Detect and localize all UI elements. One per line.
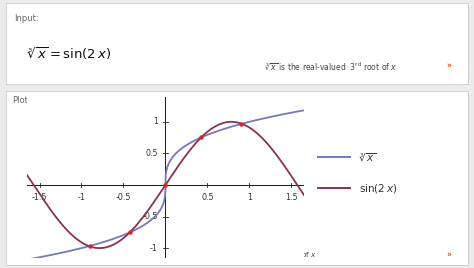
Text: Input:: Input: [15,14,39,23]
Text: $\sqrt[n]{x}$ is the real-valued  $n^{\mathrm{th}}$ root of $x$: $\sqrt[n]{x}$ is the real-valued $n^{\ma… [191,250,317,260]
Text: »: » [447,62,452,70]
Text: $\sin(2\,x)$: $\sin(2\,x)$ [359,182,398,195]
Text: Plot:: Plot: [12,96,30,105]
Text: $\sqrt[3]{x} = \sin(2\,x)$: $\sqrt[3]{x} = \sin(2\,x)$ [27,45,111,62]
Text: »: » [447,251,451,259]
Text: $\sqrt[3]{x}$: $\sqrt[3]{x}$ [359,151,377,163]
Text: $\sqrt[3]{x}$ is the real-valued  $3^{\mathrm{rd}}$ root of $x$: $\sqrt[3]{x}$ is the real-valued $3^{\ma… [264,60,397,72]
